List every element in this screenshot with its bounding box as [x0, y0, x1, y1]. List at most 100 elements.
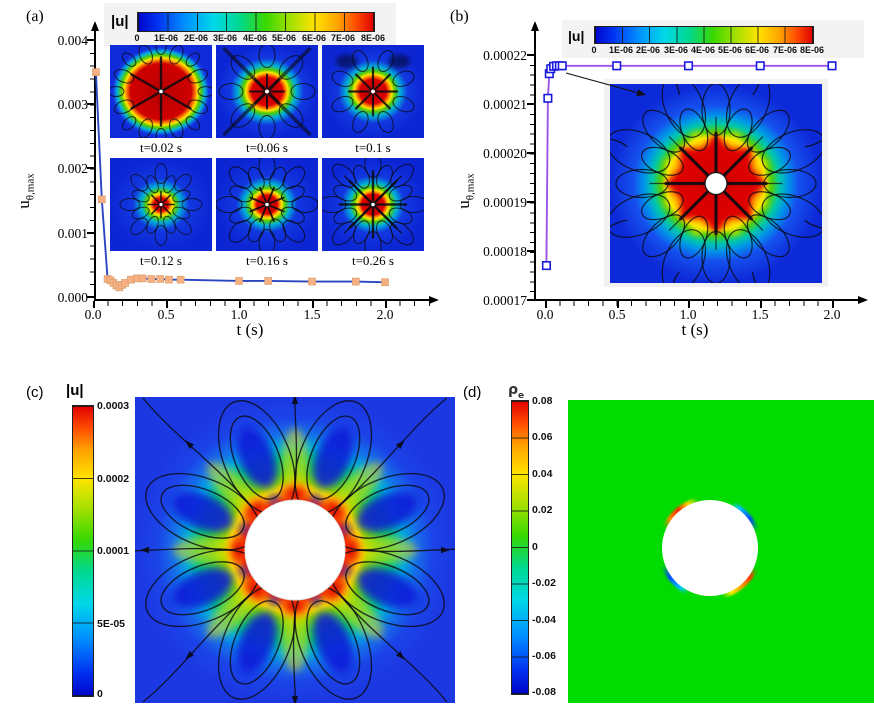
- panel-b-x-major-tick: [688, 301, 690, 308]
- panel-b-x-tick-label: 1.5: [751, 307, 769, 322]
- rho-symbol: ρ: [508, 382, 519, 398]
- panel-b-y-tick-label: 0.00017: [483, 293, 527, 308]
- colorbar-d-separators: [512, 401, 528, 694]
- panel-a-x-axis-arrow-icon: [429, 295, 439, 304]
- colorbar-b-tick: 7E-06: [772, 45, 798, 55]
- colorbar-a: |u| 0 1E-06 2E-06 3E-06 4E-06 5E-06 6E-0…: [104, 3, 396, 46]
- panel-a-x-axis: [94, 299, 430, 301]
- colorbar-b-tick: 6E-06: [744, 45, 770, 55]
- panel-a-y-tick-label: 0.004: [57, 33, 88, 48]
- panel-b-x-axis-title: t (s): [681, 320, 709, 339]
- colorbar-c-separators: [73, 406, 93, 696]
- panel-a-inset-t016: t=0.16 s: [216, 158, 318, 269]
- panel-a-x-major-tick: [166, 301, 168, 308]
- colorbar-a-tick: 1E-06: [153, 33, 179, 43]
- panel-b-x-tick-label: 0.0: [536, 307, 554, 322]
- panel-b-y-major-tick: [527, 152, 535, 154]
- colorbar-c-tick: 0.0001: [97, 545, 130, 557]
- colorbar-c-tick: 0: [97, 688, 103, 700]
- colorbar-b-tick: 0: [591, 45, 597, 55]
- panel-a-inset-t01: t=0.1 s: [322, 45, 424, 156]
- colorbar-b: |u| 0 1E-06 2E-06 3E-06 4E-06 5E-06 6E-0…: [562, 20, 864, 58]
- inset-caption: t=0.02 s: [139, 140, 182, 155]
- flow-snapshot-t01-image: [322, 45, 424, 138]
- colorbar-d-tick: -0.08: [532, 686, 556, 698]
- panel-a-y-axis-arrow-icon: [90, 21, 99, 31]
- panel-a-x-major-tick: [93, 301, 95, 308]
- panel-a-x-major-tick: [385, 301, 387, 308]
- panel-a-inset-t002: t=0.02 s: [110, 45, 212, 156]
- colorbar-d-tick: -0.04: [532, 614, 556, 626]
- panel-c-flow-field-image: [135, 397, 455, 703]
- panel-b-y-tick-label: 0.00018: [483, 244, 527, 259]
- panel-a-y-major-tick: [87, 103, 95, 105]
- panel-a-x-tick-label: 0.0: [84, 307, 102, 322]
- colorbar-d-title: ρe: [508, 382, 524, 401]
- panel-a-x-axis-title: t (s): [236, 320, 264, 339]
- panel-a-y-tick-label: 0.002: [57, 161, 88, 176]
- colorbar-a-gradient: [137, 12, 375, 32]
- colorbar-c-tick: 0.0003: [97, 400, 130, 412]
- panel-a-y-tick-label: 0.003: [57, 97, 88, 112]
- colorbar-b-tick: 8E-06: [799, 45, 825, 55]
- panel-a-inset-t012: t=0.12 s: [110, 158, 212, 269]
- panel-b-letter: (b): [450, 8, 469, 25]
- panel-b-x-major-tick: [760, 301, 762, 308]
- colorbar-b-tick: 4E-06: [690, 45, 716, 55]
- panel-b-y-major-tick: [527, 103, 535, 105]
- panel-a-x-tick-label: 0.5: [157, 307, 175, 322]
- flow-snapshot-t016-image: [216, 158, 318, 251]
- colorbar-a-title: |u|: [111, 13, 129, 30]
- colorbar-d-gradient: [511, 400, 529, 695]
- panel-a-x-tick-label: 1.5: [303, 307, 321, 322]
- panel-b-y-minor-ticks: [530, 55, 535, 301]
- colorbar-a-tick: 8E-06: [360, 33, 386, 43]
- panel-b-x-tick-label: 2.0: [823, 307, 841, 322]
- panel-a-inset-t006: t=0.06 s: [216, 45, 318, 156]
- panel-a-x-minor-ticks: [93, 301, 431, 306]
- flow-snapshot-t026-image: [322, 158, 424, 251]
- panel-a-y-minor-ticks: [90, 40, 95, 298]
- colorbar-c-gradient: [72, 405, 94, 697]
- panel-b-x-tick-label: 0.5: [608, 307, 626, 322]
- panel-b-y-tick-label: 0.00020: [483, 146, 527, 161]
- panel-a-y-major-tick: [87, 232, 95, 234]
- panel-b-x-major-tick: [545, 301, 547, 308]
- inset-caption: t=0.26 s: [351, 253, 394, 268]
- colorbar-b-tick: 3E-06: [663, 45, 689, 55]
- colorbar-d-tick: 0.06: [532, 431, 553, 443]
- colorbar-d-tick: 0: [532, 541, 538, 553]
- panel-b-y-tick-label: 0.00019: [483, 195, 527, 210]
- panel-b-y-axis-arrow-icon: [530, 21, 539, 31]
- panel-b-flow-field-image: [610, 84, 822, 283]
- panel-b-y-axis: [534, 30, 536, 301]
- colorbar-b-tick: 2E-06: [635, 45, 661, 55]
- colorbar-a-tick: 0: [134, 33, 140, 43]
- panel-a-y-axis-title: uθ,max: [14, 146, 36, 236]
- panel-b-y-tick-label: 0.00022: [483, 48, 527, 63]
- panel-b-y-major-tick: [527, 54, 535, 56]
- flow-snapshot-t002-image: [110, 45, 212, 138]
- panel-a-x-major-tick: [312, 301, 314, 308]
- panel-a-x-tick-label: 2.0: [376, 307, 394, 322]
- flow-snapshot-t006-image: [216, 45, 318, 138]
- panel-b-x-major-tick: [617, 301, 619, 308]
- panel-d-letter: (d): [463, 384, 482, 401]
- colorbar-c-title: |u|: [66, 382, 84, 399]
- colorbar-a-tick: 7E-06: [330, 33, 356, 43]
- colorbar-a-tick: 3E-06: [212, 33, 238, 43]
- colorbar-a-tick: 2E-06: [183, 33, 209, 43]
- colorbar-d-tick: 0.04: [532, 468, 553, 480]
- rho-subscript: e: [518, 390, 525, 401]
- panel-d-charge-density-image: [568, 400, 874, 703]
- panel-b-x-minor-ticks: [545, 301, 845, 306]
- panel-a-inset-t026: t=0.26 s: [322, 158, 424, 269]
- colorbar-a-separators: [138, 13, 374, 31]
- panel-b-x-axis-arrow-icon: [858, 295, 868, 304]
- colorbar-b-tick: 5E-06: [717, 45, 743, 55]
- colorbar-a-tick: 4E-06: [242, 33, 268, 43]
- inset-caption: t=0.16 s: [245, 253, 288, 268]
- particle-circle: [662, 500, 758, 596]
- panel-a-y-tick-label: 0.001: [57, 226, 88, 241]
- panel-a-y-title-sub: θ,max: [24, 173, 37, 201]
